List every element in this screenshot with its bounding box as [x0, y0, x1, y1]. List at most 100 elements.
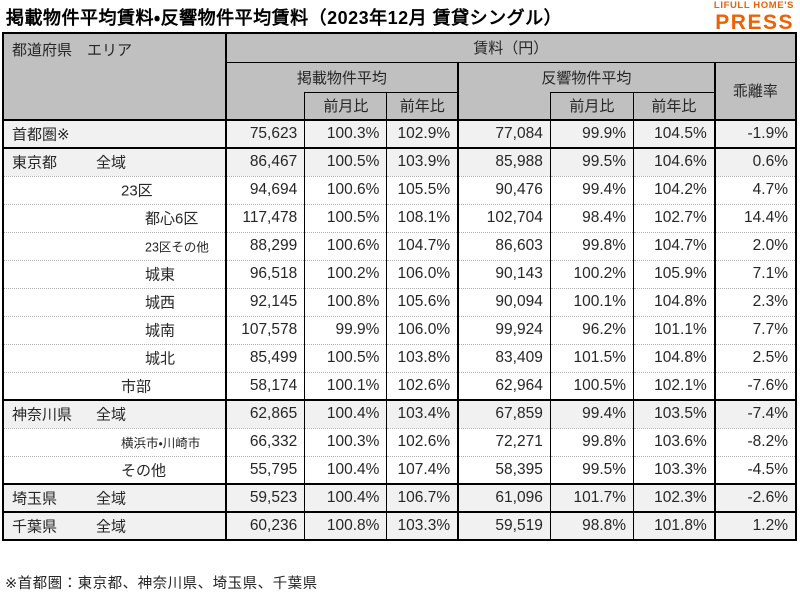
response-avg-cell: 102,704	[457, 203, 551, 232]
response-mom-cell: 100.2%	[549, 259, 634, 288]
area-label: 23区	[121, 182, 153, 200]
listed-mom-cell: 100.4%	[304, 399, 387, 428]
header-listed-group: 掲載物件平均	[224, 62, 459, 92]
listed-avg-cell: 86,467	[224, 147, 305, 176]
listed-mom-cell: 100.2%	[304, 259, 387, 288]
response-mom-cell: 100.1%	[549, 287, 634, 316]
area-cell: 市部	[3, 371, 226, 400]
listed-avg-cell: 94,694	[224, 175, 305, 204]
area-cell: 23区	[3, 175, 226, 204]
deviation-cell: 7.7%	[713, 315, 796, 344]
deviation-cell: -7.6%	[713, 371, 796, 400]
header-listed-mom: 前月比	[304, 91, 387, 121]
table-row: 横浜市・川崎市 66,332 100.3% 102.6% 72,271 99.8…	[3, 427, 796, 456]
response-avg-cell: 86,603	[457, 231, 551, 260]
deviation-cell: -1.9%	[713, 119, 796, 148]
header-rent-group: 賃料（円）	[224, 33, 796, 63]
area-label: 全域	[96, 406, 127, 424]
listed-yoy-cell: 104.7%	[386, 231, 459, 260]
table-row: 23区その他 88,299 100.6% 104.7% 86,603 99.8%…	[3, 231, 796, 260]
response-yoy-cell: 104.7%	[633, 231, 715, 260]
area-label: 城南	[145, 322, 176, 340]
area-cell: 埼玉県 全域	[3, 483, 226, 512]
listed-avg-cell: 107,578	[224, 315, 305, 344]
area-cell: 東京都 全域	[3, 147, 226, 176]
listed-avg-cell: 66,332	[224, 427, 305, 456]
response-avg-cell: 90,143	[457, 259, 551, 288]
table-body: 首都圏※ 75,623 100.3% 102.9% 77,084 99.9% 1…	[3, 119, 796, 540]
listed-avg-cell: 96,518	[224, 259, 305, 288]
response-mom-cell: 101.7%	[549, 483, 634, 512]
table-row: 千葉県 全域 60,236 100.8% 103.3% 59,519 98.8%…	[3, 511, 796, 540]
response-avg-cell: 61,096	[457, 483, 551, 512]
table-header: 都道府県 エリア 賃料（円） 掲載物件平均 反響物件平均 乖離率 前月比 前年比…	[3, 33, 796, 121]
table-row: 東京都 全域 86,467 100.5% 103.9% 85,988 99.5%…	[3, 147, 796, 176]
response-yoy-cell: 104.8%	[633, 343, 715, 372]
table-row: 神奈川県 全域 62,865 100.4% 103.4% 67,859 99.4…	[3, 399, 796, 428]
table-row: 城北 85,499 100.5% 103.8% 83,409 101.5% 10…	[3, 343, 796, 372]
listed-mom-cell: 100.5%	[304, 343, 387, 372]
header-listed-spacer	[224, 92, 305, 121]
listed-yoy-cell: 106.0%	[386, 315, 459, 344]
deviation-cell: 2.3%	[713, 287, 796, 316]
listed-mom-cell: 100.1%	[304, 371, 387, 400]
listed-mom-cell: 100.5%	[304, 203, 387, 232]
response-avg-cell: 77,084	[457, 119, 551, 148]
listed-mom-cell: 100.3%	[304, 119, 387, 148]
response-mom-cell: 99.5%	[549, 147, 634, 176]
response-yoy-cell: 104.2%	[633, 175, 715, 204]
deviation-cell: 2.5%	[713, 343, 796, 372]
listed-avg-cell: 58,174	[224, 371, 305, 400]
table-row: 城南 107,578 99.9% 106.0% 99,924 96.2% 101…	[3, 315, 796, 344]
response-mom-cell: 101.5%	[549, 343, 634, 372]
deviation-cell: 0.6%	[713, 147, 796, 176]
listed-avg-cell: 62,865	[224, 399, 305, 428]
header-response-spacer	[457, 92, 551, 121]
response-avg-cell: 85,988	[457, 147, 551, 176]
response-mom-cell: 99.4%	[549, 399, 634, 428]
area-cell: 23区その他	[3, 231, 226, 260]
header-response-mom: 前月比	[549, 91, 634, 121]
header-deviation: 乖離率	[713, 62, 796, 121]
response-yoy-cell: 104.6%	[633, 147, 715, 176]
response-avg-cell: 67,859	[457, 399, 551, 428]
response-avg-cell: 59,519	[457, 511, 551, 540]
response-yoy-cell: 101.1%	[633, 315, 715, 344]
deviation-cell: 1.2%	[713, 511, 796, 540]
area-cell: 首都圏※	[3, 119, 226, 148]
listed-yoy-cell: 103.3%	[386, 511, 459, 540]
header-prefecture-area: 都道府県 エリア	[3, 33, 226, 121]
listed-avg-cell: 75,623	[224, 119, 305, 148]
response-avg-cell: 58,395	[457, 455, 551, 484]
response-mom-cell: 100.5%	[549, 371, 634, 400]
table-row: 城東 96,518 100.2% 106.0% 90,143 100.2% 10…	[3, 259, 796, 288]
lifull-homes-press-logo: LIFULL HOME'S PRESS	[714, 1, 794, 33]
area-cell: 都心6区	[3, 203, 226, 232]
area-cell: 城西	[3, 287, 226, 316]
prefecture-label: 東京都	[12, 154, 58, 172]
logo-press-text: PRESS	[715, 10, 794, 34]
response-mom-cell: 99.5%	[549, 455, 634, 484]
response-yoy-cell: 105.9%	[633, 259, 715, 288]
listed-yoy-cell: 103.4%	[386, 399, 459, 428]
prefecture-label: 首都圏※	[12, 126, 70, 144]
prefecture-label: 埼玉県	[12, 490, 58, 508]
listed-mom-cell: 100.5%	[304, 147, 387, 176]
header-response-yoy: 前年比	[633, 91, 715, 121]
prefecture-label: 神奈川県	[12, 406, 73, 424]
area-label: 横浜市・川崎市	[121, 436, 201, 451]
table-row: 都心6区 117,478 100.5% 108.1% 102,704 98.4%…	[3, 203, 796, 232]
deviation-cell: -8.2%	[713, 427, 796, 456]
table-row: その他 55,795 100.4% 107.4% 58,395 99.5% 10…	[3, 455, 796, 484]
listed-yoy-cell: 106.7%	[386, 483, 459, 512]
listed-yoy-cell: 108.1%	[386, 203, 459, 232]
listed-avg-cell: 59,523	[224, 483, 305, 512]
area-label: 都心6区	[145, 210, 199, 228]
table-row: 城西 92,145 100.8% 105.6% 90,094 100.1% 10…	[3, 287, 796, 316]
area-label: 全域	[96, 518, 127, 536]
listed-yoy-cell: 103.9%	[386, 147, 459, 176]
page-title: 掲載物件平均賃料・反響物件平均賃料（2023年12月 賃貸シングル）	[6, 8, 563, 28]
response-mom-cell: 98.8%	[549, 511, 634, 540]
response-mom-cell: 98.4%	[549, 203, 634, 232]
